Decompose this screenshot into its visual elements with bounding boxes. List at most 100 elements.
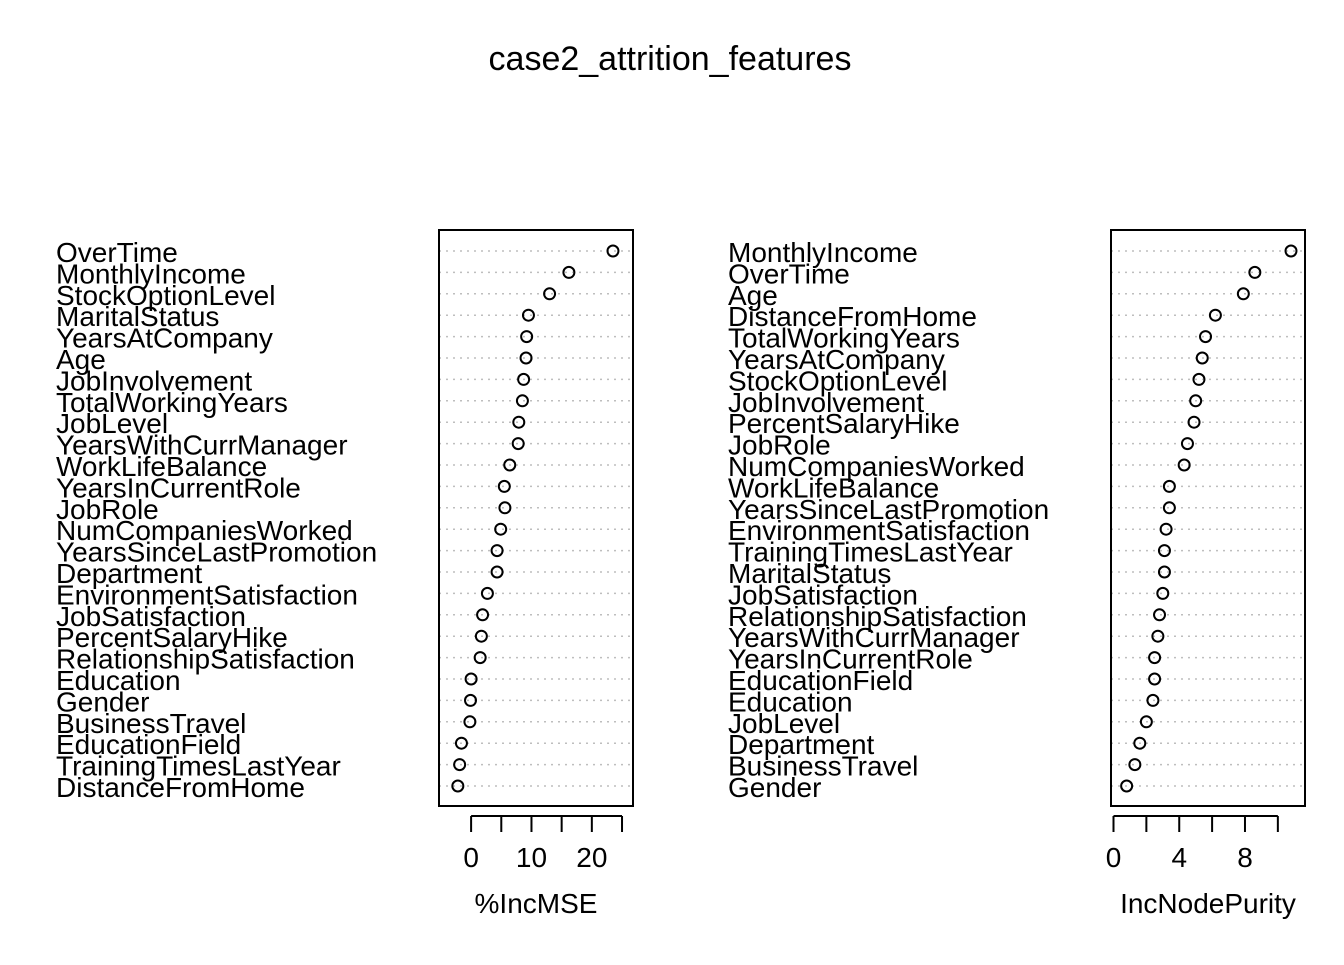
data-point: [1157, 544, 1171, 558]
category-label: JobRole: [56, 494, 159, 525]
category-label: Age: [728, 280, 778, 311]
data-point: [512, 415, 526, 429]
category-label: PercentSalaryHike: [728, 408, 960, 439]
category-label: YearsSinceLastPromotion: [728, 494, 1049, 525]
category-label: Gender: [56, 686, 149, 717]
category-label: TrainingTimesLastYear: [56, 751, 341, 782]
data-point: [520, 330, 534, 344]
category-label: JobInvolvement: [728, 387, 924, 418]
panel-incmse: OverTimeMonthlyIncomeStockOptionLevelMar…: [56, 229, 634, 919]
category-label: YearsAtCompany: [56, 323, 273, 354]
category-label: NumCompaniesWorked: [56, 515, 353, 546]
category-label: TrainingTimesLastYear: [728, 537, 1013, 568]
category-label: JobSatisfaction: [56, 601, 246, 632]
category-label: RelationshipSatisfaction: [56, 644, 355, 675]
category-label: EnvironmentSatisfaction: [56, 579, 358, 610]
data-point: [1236, 287, 1250, 301]
data-point: [1120, 779, 1134, 793]
category-label: MonthlyIncome: [56, 258, 246, 289]
category-label: Age: [56, 344, 106, 375]
data-point: [476, 608, 490, 622]
category-label: YearsSinceLastPromotion: [56, 537, 377, 568]
data-point: [464, 672, 478, 686]
data-point: [1195, 351, 1209, 365]
category-label: JobInvolvement: [56, 365, 252, 396]
data-point: [1284, 244, 1298, 258]
data-point: [1159, 522, 1173, 536]
category-label: YearsWithCurrManager: [728, 622, 1020, 653]
panel-incnodepurity: MonthlyIncomeOverTimeAgeDistanceFromHome…: [728, 229, 1306, 919]
category-label: Gender: [728, 772, 821, 803]
category-label: EducationField: [728, 665, 913, 696]
x-axis-label: %IncMSE: [475, 888, 598, 919]
data-point: [1148, 651, 1162, 665]
data-point: [490, 544, 504, 558]
category-label: JobLevel: [728, 708, 840, 739]
data-point: [1162, 501, 1176, 515]
category-label: EnvironmentSatisfaction: [728, 515, 1030, 546]
category-label: JobLevel: [56, 408, 168, 439]
data-point: [451, 779, 465, 793]
category-label: TotalWorkingYears: [56, 387, 288, 418]
data-point: [464, 693, 478, 707]
category-label: Department: [728, 729, 875, 760]
data-point: [1162, 479, 1176, 493]
data-point: [1139, 715, 1153, 729]
data-point: [503, 458, 517, 472]
chart-title: case2_attrition_features: [489, 40, 852, 78]
data-point: [1199, 330, 1213, 344]
x-axis-label: IncNodePurity: [1120, 888, 1296, 919]
category-label: JobSatisfaction: [728, 579, 918, 610]
category-label: RelationshipSatisfaction: [728, 601, 1027, 632]
category-label: YearsInCurrentRole: [728, 644, 973, 675]
data-point: [498, 501, 512, 515]
category-label: OverTime: [56, 237, 178, 268]
data-point: [519, 351, 533, 365]
category-label: PercentSalaryHike: [56, 622, 288, 653]
data-point: [606, 244, 620, 258]
data-point: [494, 522, 508, 536]
data-point: [521, 308, 535, 322]
data-point: [1153, 608, 1167, 622]
data-point: [543, 287, 557, 301]
data-point: [490, 565, 504, 579]
category-label: YearsAtCompany: [728, 344, 945, 375]
data-point: [1157, 565, 1171, 579]
data-point: [515, 394, 529, 408]
category-label: TotalWorkingYears: [728, 323, 960, 354]
x-tick-label: 8: [1237, 842, 1253, 873]
category-label: EducationField: [56, 729, 241, 760]
data-point: [1156, 586, 1170, 600]
category-label: MonthlyIncome: [728, 237, 918, 268]
x-tick-label: 4: [1171, 842, 1187, 873]
category-label: YearsInCurrentRole: [56, 472, 301, 503]
data-point: [1133, 736, 1147, 750]
x-tick-label: 0: [1106, 842, 1122, 873]
category-label: StockOptionLevel: [56, 280, 275, 311]
category-label: DistanceFromHome: [56, 772, 305, 803]
data-point: [517, 372, 531, 386]
data-point: [1192, 372, 1206, 386]
data-point: [1189, 394, 1203, 408]
category-label: MaritalStatus: [56, 301, 219, 332]
data-point: [474, 629, 488, 643]
x-tick-label: 0: [463, 842, 479, 873]
data-point: [1128, 758, 1142, 772]
category-label: Department: [56, 558, 203, 589]
data-point: [1248, 265, 1262, 279]
category-label: BusinessTravel: [728, 751, 918, 782]
data-point: [463, 715, 477, 729]
data-point: [1146, 693, 1160, 707]
data-point: [480, 586, 494, 600]
data-point: [1180, 437, 1194, 451]
category-label: JobRole: [728, 430, 831, 461]
category-label: YearsWithCurrManager: [56, 430, 348, 461]
data-point: [473, 651, 487, 665]
data-point: [1148, 672, 1162, 686]
x-tick-label: 10: [516, 842, 547, 873]
plot-box: [1110, 229, 1306, 807]
data-point: [511, 437, 525, 451]
category-label: OverTime: [728, 258, 850, 289]
